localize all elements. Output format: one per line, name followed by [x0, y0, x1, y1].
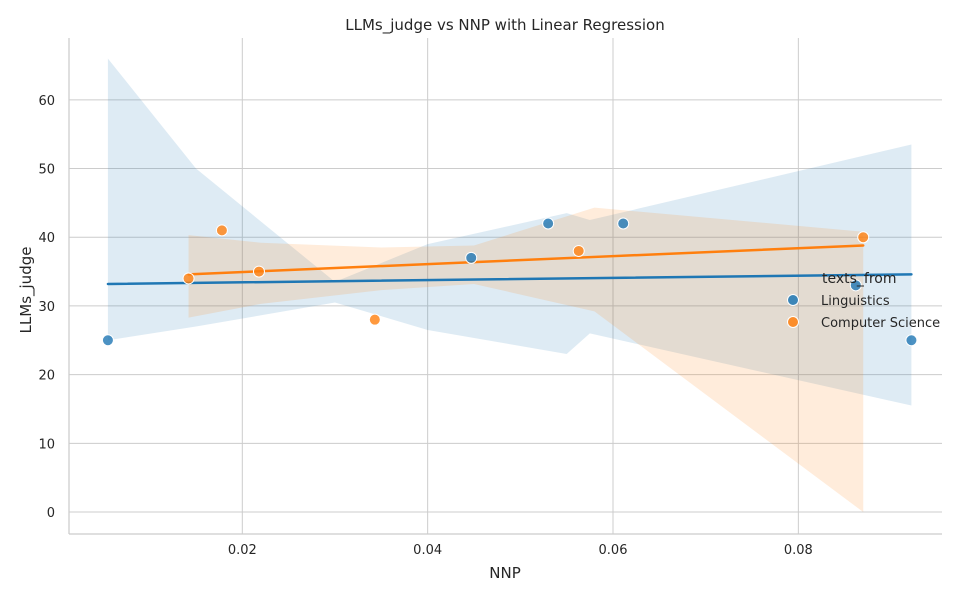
legend-marker-computer-science: [787, 316, 799, 328]
legend-marker-linguistics: [787, 294, 799, 306]
x-axis-label: NNP: [489, 564, 521, 582]
confidence-bands: [107, 58, 912, 513]
data-point-computer-science: [572, 244, 585, 257]
y-tick-label: 0: [47, 506, 55, 521]
y-axis-ticks: 0 10 20 30 40 50 60: [38, 94, 55, 521]
x-axis-ticks: 0.02 0.04 0.06 0.08: [228, 543, 813, 558]
ci-band-linguistics: [107, 58, 912, 406]
data-point-computer-science: [252, 265, 265, 278]
data-point-linguistics: [465, 251, 478, 264]
x-tick-label: 0.08: [784, 543, 813, 558]
regression-line-computer-science: [187, 244, 865, 276]
grid-lines: [69, 38, 942, 534]
regression-line-linguistics: [106, 273, 913, 286]
data-point-computer-science: [215, 224, 228, 237]
axes: [68, 38, 942, 535]
x-tick-label: 0.04: [413, 543, 442, 558]
ci-band-computer-science: [188, 207, 864, 513]
data-point-computer-science: [857, 231, 870, 244]
legend-label-linguistics: Linguistics: [821, 294, 890, 309]
y-tick-label: 30: [38, 300, 55, 315]
y-tick-label: 20: [38, 369, 55, 384]
legend: texts_from Linguistics Computer Science: [787, 271, 940, 331]
legend-title: texts_from: [822, 271, 897, 287]
y-axis-label: LLMs_judge: [17, 247, 36, 334]
data-point-computer-science: [182, 272, 195, 285]
x-tick-label: 0.02: [228, 543, 257, 558]
y-tick-label: 10: [38, 437, 55, 452]
data-point-computer-science: [368, 313, 381, 326]
data-point-linguistics: [542, 217, 555, 230]
chart-title: LLMs_judge vs NNP with Linear Regression: [345, 16, 664, 35]
data-point-linguistics: [905, 334, 918, 347]
x-tick-label: 0.06: [599, 543, 628, 558]
data-point-linguistics: [849, 279, 862, 292]
y-tick-label: 40: [38, 231, 55, 246]
data-point-linguistics: [617, 217, 630, 230]
data-point-linguistics: [101, 334, 114, 347]
legend-label-computer-science: Computer Science: [821, 316, 940, 331]
regression-lines: [106, 244, 913, 286]
y-tick-label: 50: [38, 163, 55, 178]
y-tick-label: 60: [38, 94, 55, 109]
data-points: [101, 217, 918, 347]
